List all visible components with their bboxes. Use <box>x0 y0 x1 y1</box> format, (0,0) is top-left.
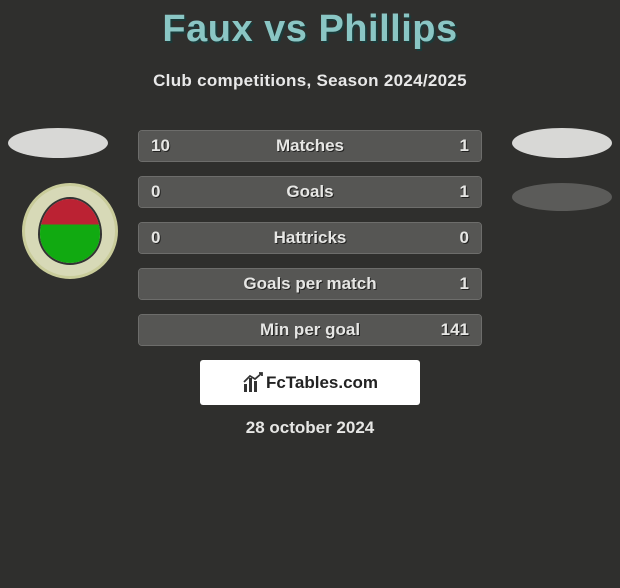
date-label: 28 october 2024 <box>0 418 620 438</box>
page-title: Faux vs Phillips <box>0 8 620 51</box>
player-left-placeholder <box>8 128 108 158</box>
stat-value-left: 0 <box>139 177 172 207</box>
shield-icon <box>40 199 100 263</box>
stat-row: Goals0 1 <box>138 176 482 208</box>
club-crest <box>22 183 118 279</box>
player-right-placeholder <box>512 128 612 158</box>
stat-value-right: 1 <box>448 269 481 299</box>
source-logo[interactable]: FcTables.com <box>200 360 420 405</box>
logo-text: FcTables.com <box>266 373 378 393</box>
stat-value-right: 0 <box>448 223 481 253</box>
stat-row: Min per goal141 <box>138 314 482 346</box>
stat-row: Goals per match1 <box>138 268 482 300</box>
stat-value-right: 141 <box>429 315 481 345</box>
stat-value-left <box>139 269 163 299</box>
stat-label: Goals per match <box>139 269 481 299</box>
stat-value-right: 1 <box>448 177 481 207</box>
stat-value-left: 10 <box>139 131 182 161</box>
subtitle: Club competitions, Season 2024/2025 <box>0 71 620 91</box>
stat-row: Matches10 1 <box>138 130 482 162</box>
stat-value-right: 1 <box>448 131 481 161</box>
bars-icon <box>242 372 266 394</box>
stat-value-left: 0 <box>139 223 172 253</box>
stat-label: Hattricks <box>139 223 481 253</box>
player-right-shadow <box>512 183 612 211</box>
stats-container: Matches101Goals01Hattricks00Goals per ma… <box>138 130 482 360</box>
stat-value-left <box>139 315 163 345</box>
stat-label: Matches <box>139 131 481 161</box>
stat-row: Hattricks0 0 <box>138 222 482 254</box>
stat-label: Goals <box>139 177 481 207</box>
